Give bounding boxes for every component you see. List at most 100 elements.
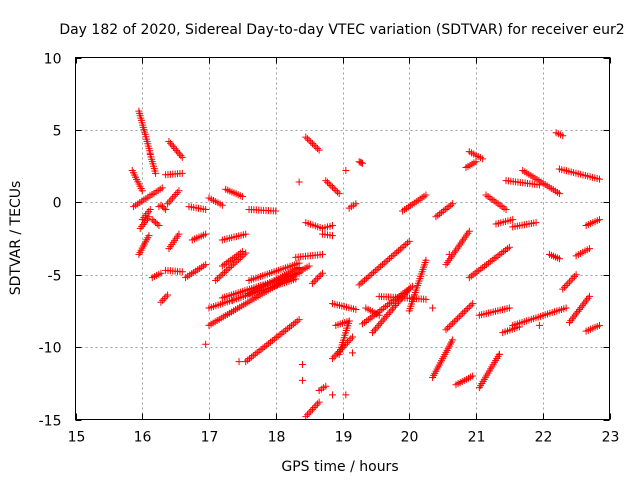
data-point-s49 [382, 312, 390, 320]
data-point-s28 [267, 338, 275, 346]
plot-frame [75, 57, 610, 420]
data-point-s77 [595, 216, 603, 224]
data-point-s36 [305, 409, 313, 417]
data-point-s13 [175, 187, 183, 195]
data-point-s08 [155, 221, 163, 229]
data-point-s28 [268, 337, 276, 345]
data-point-s64 [502, 206, 510, 214]
data-point-s53 [422, 256, 430, 264]
data-point-s06 [145, 232, 153, 240]
data-point-s28 [242, 358, 250, 366]
chart-title: Day 182 of 2020, Sidereal Day-to-day VTE… [59, 22, 624, 38]
data-point-s47 [391, 250, 399, 258]
data-point-s28 [270, 335, 278, 343]
data-point-s49 [384, 311, 392, 319]
data-point-s49 [370, 327, 378, 335]
data-point-s70 [555, 190, 563, 198]
data-point-s49 [388, 305, 396, 313]
data-point-s49 [395, 298, 403, 306]
data-point-s29 [224, 265, 232, 273]
data-point-s28 [276, 331, 284, 339]
data-point-s14 [160, 204, 168, 212]
data-point-isolated [495, 350, 503, 358]
data-point-s47 [373, 265, 381, 273]
data-point-s11 [169, 143, 177, 151]
data-point-s40 [330, 185, 338, 193]
x-axis-label: GPS time / hours [281, 459, 398, 475]
data-point-s28 [289, 320, 297, 328]
data-point-s57 [464, 305, 472, 313]
data-point-s58 [469, 372, 477, 380]
data-point-s42 [349, 333, 357, 341]
data-point-s47 [395, 247, 403, 255]
data-point-s49 [391, 301, 399, 309]
data-point-s13 [165, 198, 173, 206]
data-point-s33 [313, 145, 321, 153]
data-point-s21 [238, 193, 246, 201]
data-point-s28 [274, 332, 282, 340]
data-point-s38 [328, 221, 336, 229]
data-point-s36 [312, 402, 320, 410]
x-tick-label: 18 [268, 430, 286, 446]
data-point-s57 [447, 321, 455, 329]
data-point-s74 [559, 285, 567, 293]
y-tick-label: 5 [53, 124, 62, 140]
data-point-s47 [400, 242, 408, 250]
y-tick-labels: -15 -10 -5 0 5 10 [39, 52, 62, 430]
data-point-s47 [393, 248, 401, 256]
data-point-s35 [318, 269, 326, 277]
data-point-s33 [303, 135, 311, 143]
y-tick-label: -5 [48, 269, 62, 285]
data-point-s28 [253, 349, 261, 357]
data-point-s49 [369, 329, 377, 337]
data-point-s28 [284, 325, 292, 333]
data-point-s52 [422, 191, 430, 199]
data-point-s57 [462, 306, 470, 314]
data-point-s23 [305, 262, 313, 270]
data-point-s29 [231, 259, 239, 267]
data-point-s31 [272, 207, 280, 215]
data-point-s01 [138, 187, 146, 195]
data-point-s33 [305, 136, 313, 144]
data-point-s36 [313, 400, 321, 408]
data-point-s08 [152, 219, 160, 227]
data-point-s47 [368, 270, 376, 278]
data-point-s47 [402, 240, 410, 248]
data-point-s55 [449, 336, 457, 344]
data-point-s11 [171, 145, 179, 153]
data-point-s47 [382, 258, 390, 266]
data-point-s47 [362, 275, 370, 283]
data-point-s36 [303, 411, 311, 419]
data-point-s57 [449, 319, 457, 327]
data-point-s20 [218, 201, 226, 209]
data-point-isolated [228, 297, 236, 305]
data-points [128, 107, 603, 421]
data-point-s42 [328, 355, 336, 363]
data-point-s74 [567, 276, 575, 284]
data-point-s28 [244, 356, 252, 364]
data-point-isolated [298, 376, 306, 384]
data-point-s47 [405, 237, 413, 245]
data-point-s74 [572, 271, 580, 279]
data-point-s32 [318, 250, 326, 258]
y-tick-label: -10 [39, 341, 62, 357]
data-point-s28 [251, 350, 259, 358]
grid [75, 57, 610, 420]
data-point-s29 [229, 260, 237, 268]
data-point-isolated [295, 178, 303, 186]
data-point-s35 [317, 271, 325, 279]
data-point-s27 [295, 259, 303, 267]
data-point-s12 [178, 169, 186, 177]
data-point-s16 [175, 230, 183, 238]
data-point-s57 [452, 316, 460, 324]
data-point-s47 [380, 259, 388, 267]
data-point-s62 [505, 304, 513, 312]
data-point-s49 [375, 321, 383, 329]
data-point-s29 [226, 264, 234, 272]
data-point-s54 [449, 200, 457, 208]
data-point-s61 [505, 243, 513, 251]
data-point-s07 [145, 213, 153, 221]
data-point-s49 [372, 325, 380, 333]
data-point-isolated [328, 391, 336, 399]
data-point-s49 [387, 307, 395, 315]
